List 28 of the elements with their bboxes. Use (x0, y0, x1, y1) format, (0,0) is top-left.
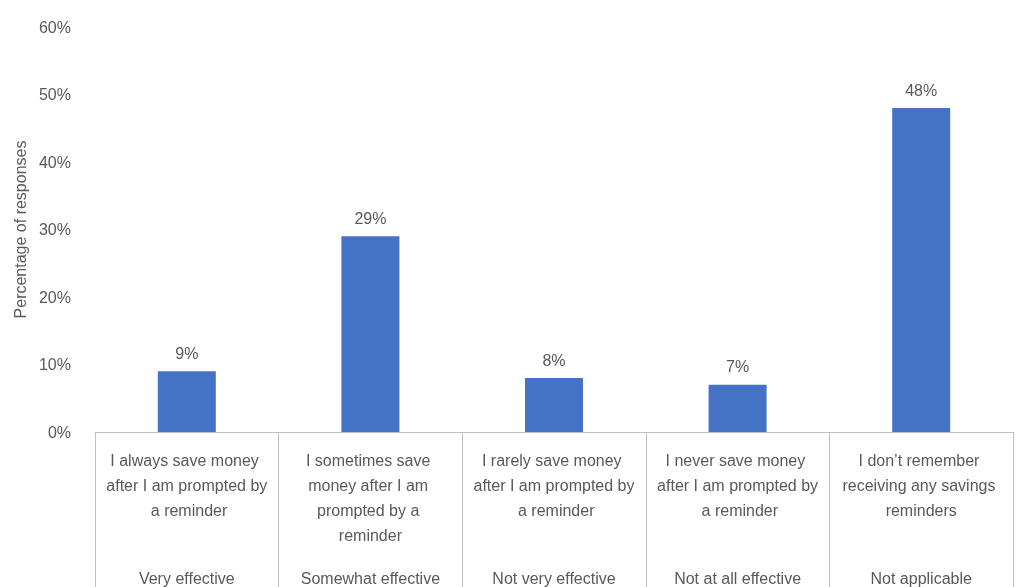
data-label: 29% (354, 209, 387, 227)
data-label: 48% (905, 81, 938, 99)
bar (708, 384, 767, 432)
x-tick-label: I always save money after I am prompted by a reminder (106, 452, 268, 519)
y-tick-label: 10% (38, 356, 71, 373)
y-axis-title: Percentage of responses (11, 140, 29, 319)
data-label: 8% (542, 351, 566, 369)
bar (892, 108, 951, 432)
bar (157, 371, 216, 432)
x-tick-label: I don’t remember receiving any savings reminders (842, 452, 1000, 519)
text: Not at all effective (674, 569, 802, 587)
y-tick-label: 0% (47, 423, 71, 441)
y-tick-label: 40% (38, 153, 71, 171)
x-tick-label: I sometimes save money after I am prompted by a reminder (305, 452, 435, 544)
data-label: 9% (175, 344, 199, 362)
text: Somewhat effective (300, 569, 441, 587)
data-label: 7% (726, 358, 750, 376)
x-tick-label: I never save money after I am prompted by a reminder (657, 452, 819, 519)
y-tick-label: 50% (38, 86, 71, 103)
y-tick-label: 30% (38, 221, 71, 238)
y-tick-label: 20% (38, 288, 71, 306)
x-tick-label: I rarely save money after I am prompted by a reminder (473, 452, 635, 519)
y-tick-label: 60% (38, 18, 71, 36)
text: Not very effective (492, 569, 616, 587)
text: Not applicable (870, 569, 972, 587)
text: Very effective (138, 569, 235, 587)
bar (525, 378, 583, 432)
bar (341, 236, 400, 432)
